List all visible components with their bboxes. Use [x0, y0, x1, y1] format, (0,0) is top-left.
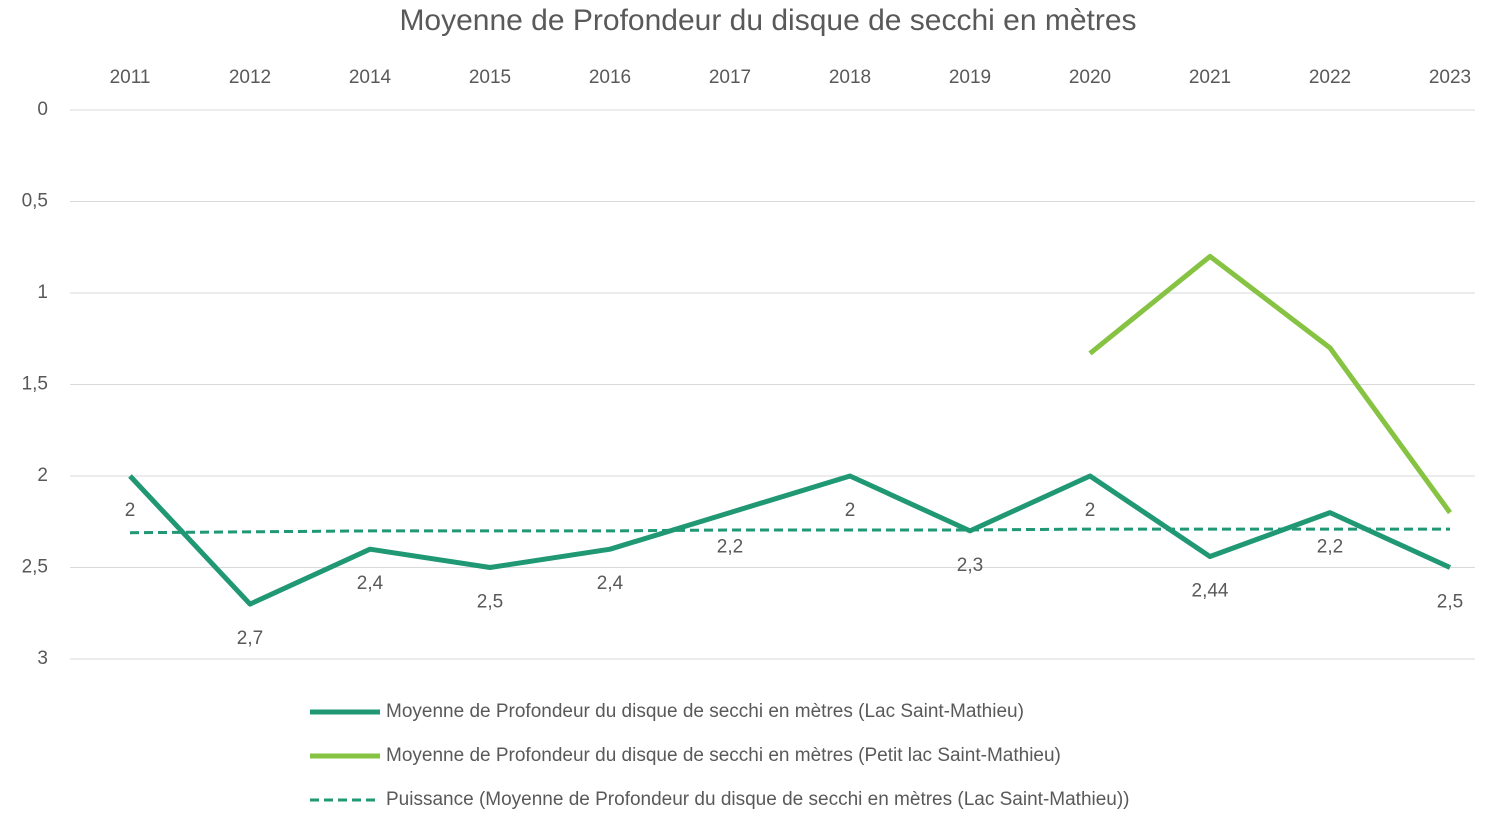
x-tick-label: 2022	[1309, 67, 1351, 88]
data-label: 2	[1085, 500, 1096, 521]
data-label: 2,4	[357, 573, 384, 594]
data-label: 2,5	[477, 592, 503, 613]
x-tick-label: 2017	[709, 67, 751, 88]
series-line	[128, 473, 1452, 607]
x-tick-label: 2016	[589, 67, 631, 88]
legend-label: Moyenne de Profondeur du disque de secch…	[386, 745, 1061, 766]
x-tick-label: 2020	[1069, 67, 1111, 88]
series-line	[1088, 253, 1453, 515]
x-tick-label: 2012	[229, 67, 271, 88]
data-label: 2,7	[237, 628, 263, 649]
data-label: 2	[125, 500, 136, 521]
data-label: 2,2	[1317, 537, 1343, 558]
x-tick-label: 2019	[949, 67, 991, 88]
y-tick-label: 0,5	[22, 191, 48, 212]
legend-label: Moyenne de Profondeur du disque de secch…	[386, 701, 1024, 722]
data-label: 2,2	[717, 537, 743, 558]
y-tick-label: 2	[37, 465, 48, 486]
series-line	[129, 527, 1450, 535]
x-tick-label: 2023	[1429, 67, 1471, 88]
y-tick-label: 1,5	[22, 374, 48, 395]
y-tick-label: 2,5	[22, 557, 48, 578]
x-tick-label: 2021	[1189, 67, 1231, 88]
legend-label: Puissance (Moyenne de Profondeur du disq…	[386, 789, 1130, 810]
x-tick-label: 2011	[110, 67, 151, 88]
data-label: 2,3	[957, 555, 983, 576]
y-tick-label: 1	[37, 282, 48, 303]
data-label: 2,4	[597, 573, 624, 594]
data-label: 2,44	[1192, 581, 1229, 602]
y-tick-label: 3	[37, 648, 48, 669]
x-tick-label: 2018	[829, 67, 871, 88]
x-tick-label: 2014	[349, 67, 392, 88]
data-label: 2	[845, 500, 856, 521]
data-label: 2,5	[1437, 592, 1463, 613]
x-tick-label: 2015	[469, 67, 511, 88]
chart-title: Moyenne de Profondeur du disque de secch…	[399, 4, 1136, 37]
y-tick-label: 0	[37, 99, 48, 120]
